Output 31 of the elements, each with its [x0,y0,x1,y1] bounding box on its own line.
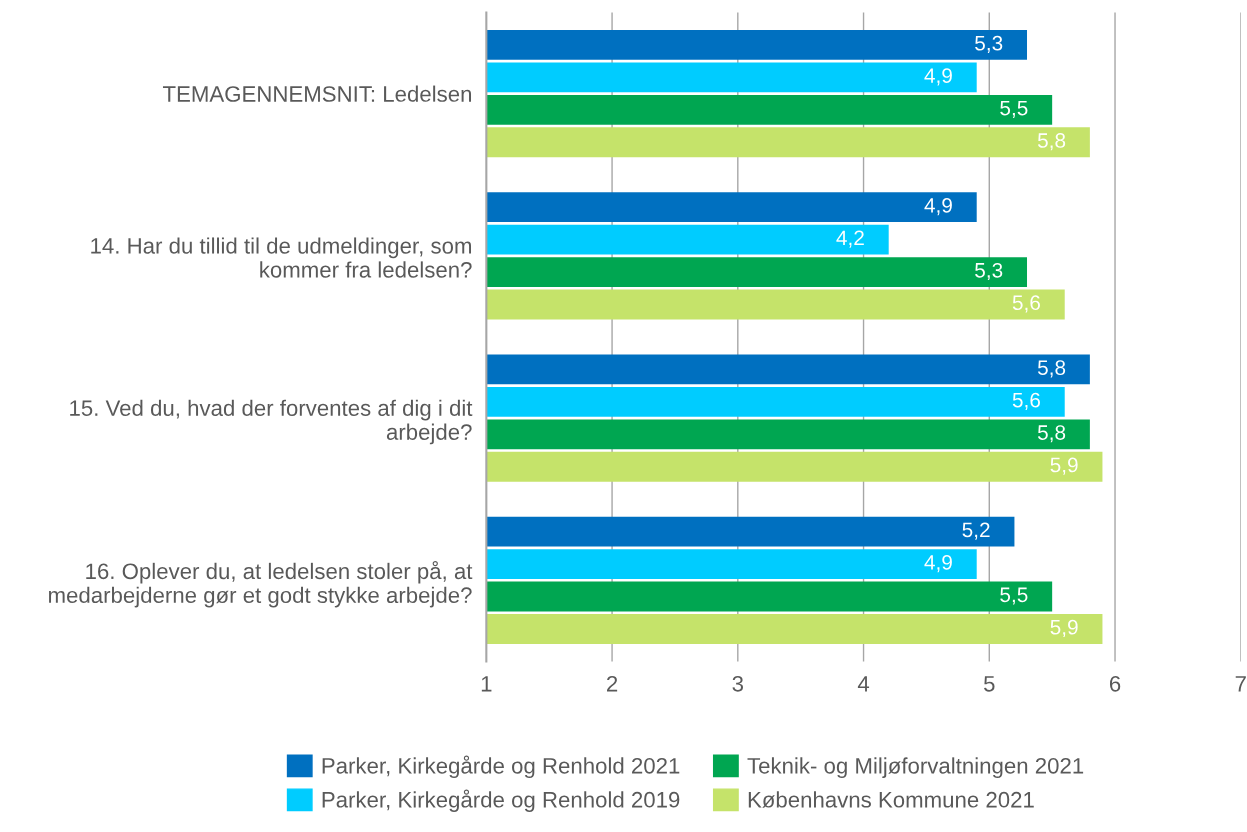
data-label: 5,8 [1037,360,1066,378]
legend-label: Parker, Kirkegårde og Renhold 2021 [322,755,680,779]
legend-label: Parker, Kirkegårde og Renhold 2019 [322,789,680,812]
legend-label: Teknik- og Miljøforvaltningen 2021 [747,757,1084,779]
data-label: 5,5 [1000,100,1028,118]
legend-label: Københavns Kommune 2021 [748,791,1034,808]
data-label: 5,9 [1050,619,1078,638]
y-tick-label: 14. Har du tillid til de udmeldinger, som kommer fra ledelsen? [91,237,472,278]
data-label: 5,8 [1037,133,1066,151]
data-label: 5,3 [975,35,1003,53]
data-label: 4,9 [924,554,952,573]
x-tick-label: 3 [732,675,744,692]
x-tick-label: 2 [607,675,618,692]
y-tick-label: TEMAGENNEMSNIT: Ledelsen [162,85,472,102]
data-label: 5,8 [1037,425,1066,443]
x-tick-label: 4 [857,676,870,692]
x-tick-label: 6 [1109,675,1121,692]
data-label: 4,9 [924,198,952,216]
y-tick-label: 15. Ved du, hvad der forventes af dig i dit arbejde? [70,399,473,445]
x-tick-label: 7 [1235,676,1246,692]
x-tick-label: 1 [481,676,492,692]
data-label: 5,2 [962,522,990,540]
data-label: 5,6 [1012,295,1040,313]
y-tick-label: 16. Oplever du, at ledelsen stoler på, at medarbejderne gør et godt stykke arbejde? [49,561,473,608]
data-label: 5,3 [975,262,1003,281]
data-label: 5,9 [1050,457,1078,475]
data-label: 5,6 [1012,392,1040,410]
data-label: 4,2 [836,230,864,248]
data-label: 5,5 [1000,587,1028,605]
x-tick-label: 5 [984,676,995,692]
data-label: 4,9 [924,68,952,86]
